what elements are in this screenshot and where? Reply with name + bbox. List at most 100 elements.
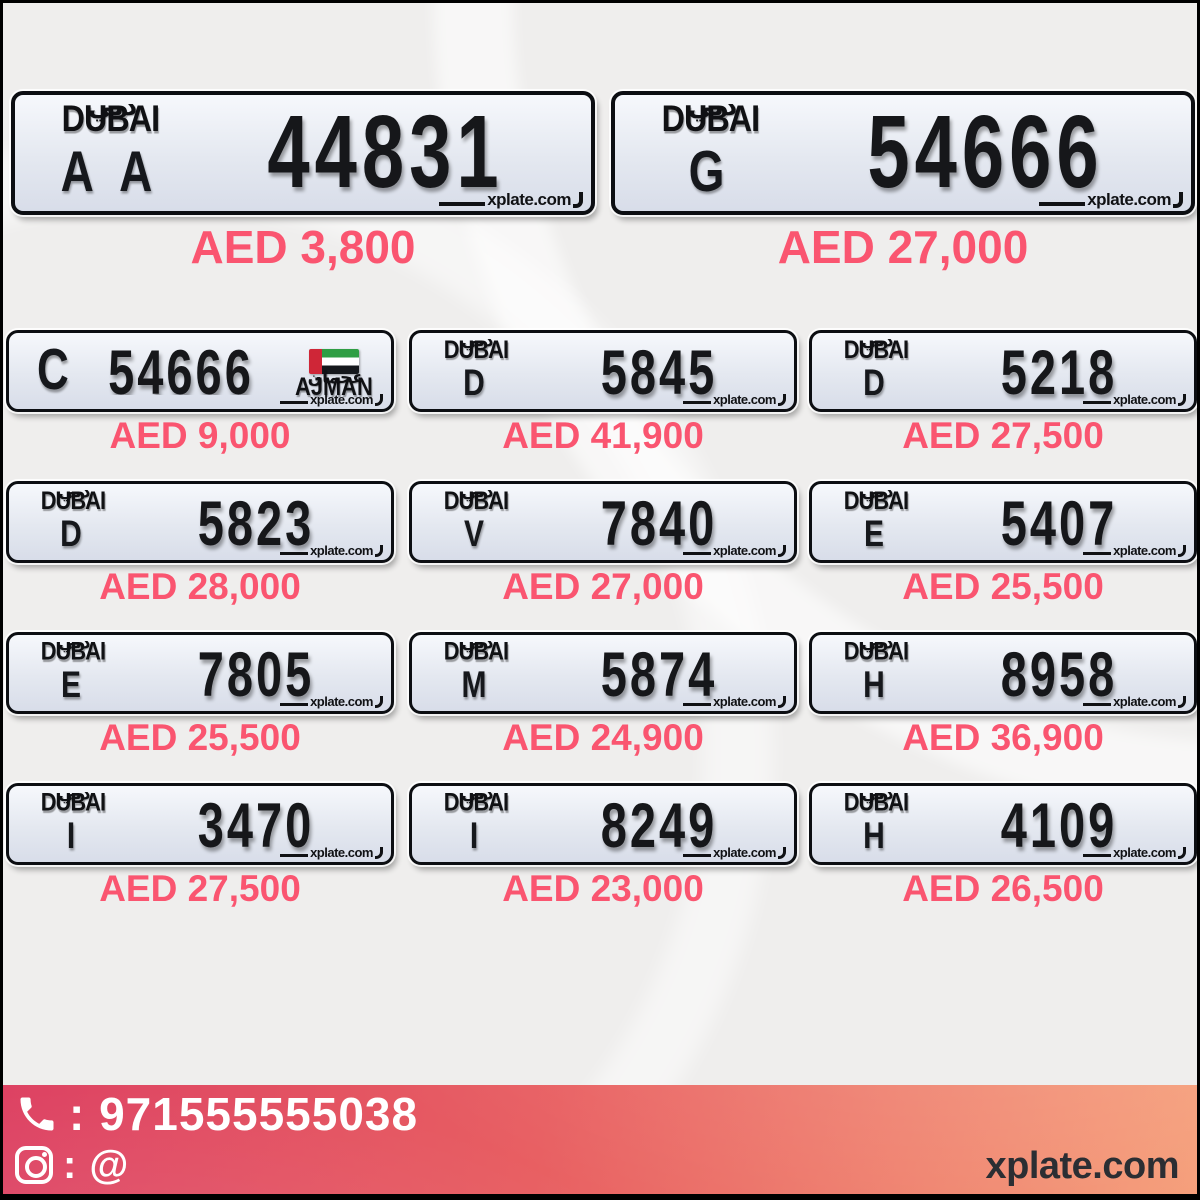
watermark-text: xplate.com	[1113, 694, 1176, 709]
license-plate-dubai-h-4109: DUBAI دبي H 4109 xplate.com	[809, 783, 1197, 865]
plate-card: C 54666 AJMAN عجمان xplate.com AED 9,	[6, 330, 394, 457]
emirate-name: DUBAI	[843, 787, 909, 817]
plate-number-area: 5845	[524, 333, 794, 409]
license-plate-dubai-e-7805: DUBAI دبي E 7805 xplate.com	[6, 632, 394, 714]
plate-price: AED 27,000	[502, 566, 704, 607]
plate-card: DUBAI دبي E 5407 xplate.com AED 25,500	[809, 481, 1197, 608]
emirate-name: DUBAI	[443, 485, 509, 515]
license-plate-dubai-d-5218: DUBAI دبي D 5218 xplate.com	[809, 330, 1197, 412]
xplate-watermark: xplate.com	[1083, 846, 1186, 859]
emirate-name-arabic: دبي	[58, 482, 91, 501]
xplate-watermark: xplate.com	[683, 393, 786, 406]
xplate-watermark: xplate.com	[280, 393, 383, 406]
watermark-line	[1083, 552, 1112, 555]
plate-number: 7840	[600, 486, 718, 558]
watermark-line	[1083, 401, 1112, 404]
dubai-logo: DUBAI دبي	[39, 785, 107, 817]
watermark-text: xplate.com	[713, 392, 776, 407]
watermark-line	[1083, 703, 1112, 706]
plate-code: M	[461, 664, 491, 706]
plate-code: E	[863, 513, 888, 555]
xplate-watermark: xplate.com	[683, 695, 786, 708]
plate-price: AED 27,000	[777, 221, 1029, 273]
watermark-line	[1039, 202, 1086, 206]
dubai-logo: DUBAI دبي	[842, 332, 910, 362]
plate-number-area: 8958	[924, 635, 1194, 711]
dubai-logo: DUBAI دبي	[39, 634, 107, 666]
plate-price: AED 28,000	[99, 566, 301, 607]
plate-price: AED 27,500	[99, 868, 301, 909]
license-plate-dubai-v-7840: DUBAI دبي V 7840 xplate.com	[409, 481, 797, 563]
plate-number: 5218	[1000, 335, 1118, 407]
plate-number: 7805	[197, 637, 315, 709]
watermark-text: xplate.com	[713, 543, 776, 558]
watermark-text: xplate.com	[310, 694, 373, 709]
watermark-bracket-icon	[1178, 394, 1186, 406]
license-plate-dubai-d-5845: DUBAI دبي D 5845 xplate.com	[409, 330, 797, 412]
watermark-line	[439, 202, 486, 206]
watermark-line	[683, 552, 712, 555]
plate-left-column: DUBAI دبي M	[412, 634, 524, 711]
plate-left-column: DUBAI دبي G	[615, 91, 780, 211]
dubai-logo: DUBAI دبي	[442, 634, 510, 664]
license-plate-dubai-aa-44831: DUBAI دبي A A 44831 xplate.com	[11, 91, 595, 215]
plate-code: H	[863, 815, 889, 857]
plate-left-column: DUBAI دبي D	[812, 332, 924, 409]
emirate-name-arabic: دبي	[687, 91, 738, 121]
emirate-name: DUBAI	[40, 787, 106, 817]
uae-flag-icon	[309, 348, 360, 374]
emirate-name-arabic: دبي	[87, 91, 138, 121]
plate-number-area: 44831	[180, 95, 591, 211]
emirate-name: DUBAI	[661, 98, 760, 140]
emirate-name: DUBAI	[443, 334, 509, 364]
dubai-logo: DUBAI دبي	[442, 483, 510, 515]
plate-card: DUBAI دبي V 7840 xplate.com AED 27,000	[409, 481, 797, 608]
xplate-watermark: xplate.com	[1039, 191, 1183, 208]
phone-number: : 971555555038	[69, 1088, 419, 1140]
plate-left-column: DUBAI دبي I	[412, 785, 524, 862]
xplate-watermark: xplate.com	[1083, 544, 1186, 557]
watermark-text: xplate.com	[310, 845, 373, 860]
phone-contact-row: : 971555555038	[15, 1091, 418, 1137]
emirate-name-arabic: عجمان	[307, 367, 364, 387]
plate-price: AED 25,500	[902, 566, 1104, 607]
flag-red-band	[309, 348, 323, 374]
watermark-bracket-icon	[375, 545, 383, 557]
plate-price: AED 23,000	[502, 868, 704, 909]
plate-left-column: DUBAI دبي V	[412, 483, 524, 560]
plate-code: A A	[60, 138, 161, 204]
watermark-bracket-icon	[1178, 545, 1186, 557]
emirate-name-arabic: دبي	[461, 482, 494, 501]
instagram-contact-row: : @	[15, 1145, 129, 1185]
watermark-line	[1083, 854, 1112, 857]
watermark-text: xplate.com	[310, 543, 373, 558]
watermark-line	[683, 401, 712, 404]
license-plate-dubai-g-54666: DUBAI دبي G 54666 xplate.com	[611, 91, 1195, 215]
plate-number: 8958	[1000, 637, 1118, 709]
xplate-watermark: xplate.com	[280, 846, 383, 859]
dubai-logo: DUBAI دبي	[842, 634, 910, 664]
license-plate-ajman-c-54666: C 54666 AJMAN عجمان xplate.com	[6, 330, 394, 412]
plate-price: AED 3,800	[190, 221, 416, 273]
plate-number-area: 54666	[780, 95, 1191, 211]
ajman-right-column: AJMAN عجمان	[293, 345, 391, 398]
plate-card: DUBAI دبي D 5218 xplate.com AED 27,500	[809, 330, 1197, 457]
watermark-bracket-icon	[1173, 192, 1183, 208]
plate-card: DUBAI دبي H 8958 xplate.com AED 36,900	[809, 632, 1197, 759]
emirate-name: DUBAI	[40, 636, 106, 666]
emirate-name: DUBAI	[843, 485, 909, 515]
emirate-name-arabic: دبي	[461, 633, 494, 652]
plate-card: DUBAI دبي D 5845 xplate.com AED 41,900	[409, 330, 797, 457]
plate-number: 5407	[1000, 486, 1118, 558]
license-plate-dubai-d-5823: DUBAI دبي D 5823 xplate.com	[6, 481, 394, 563]
plate-card: DUBAI دبي E 7805 xplate.com AED 25,500	[6, 632, 394, 759]
dubai-logo: DUBAI دبي	[842, 785, 910, 817]
plate-price: AED 24,900	[502, 717, 704, 758]
plate-code: I	[66, 815, 80, 857]
plate-number-area: 5823	[121, 484, 391, 560]
license-plate-dubai-e-5407: DUBAI دبي E 5407 xplate.com	[809, 481, 1197, 563]
xplate-watermark: xplate.com	[1083, 393, 1186, 406]
emirate-name-arabic: دبي	[58, 784, 91, 803]
plate-left-column: DUBAI دبي A A	[15, 91, 180, 211]
